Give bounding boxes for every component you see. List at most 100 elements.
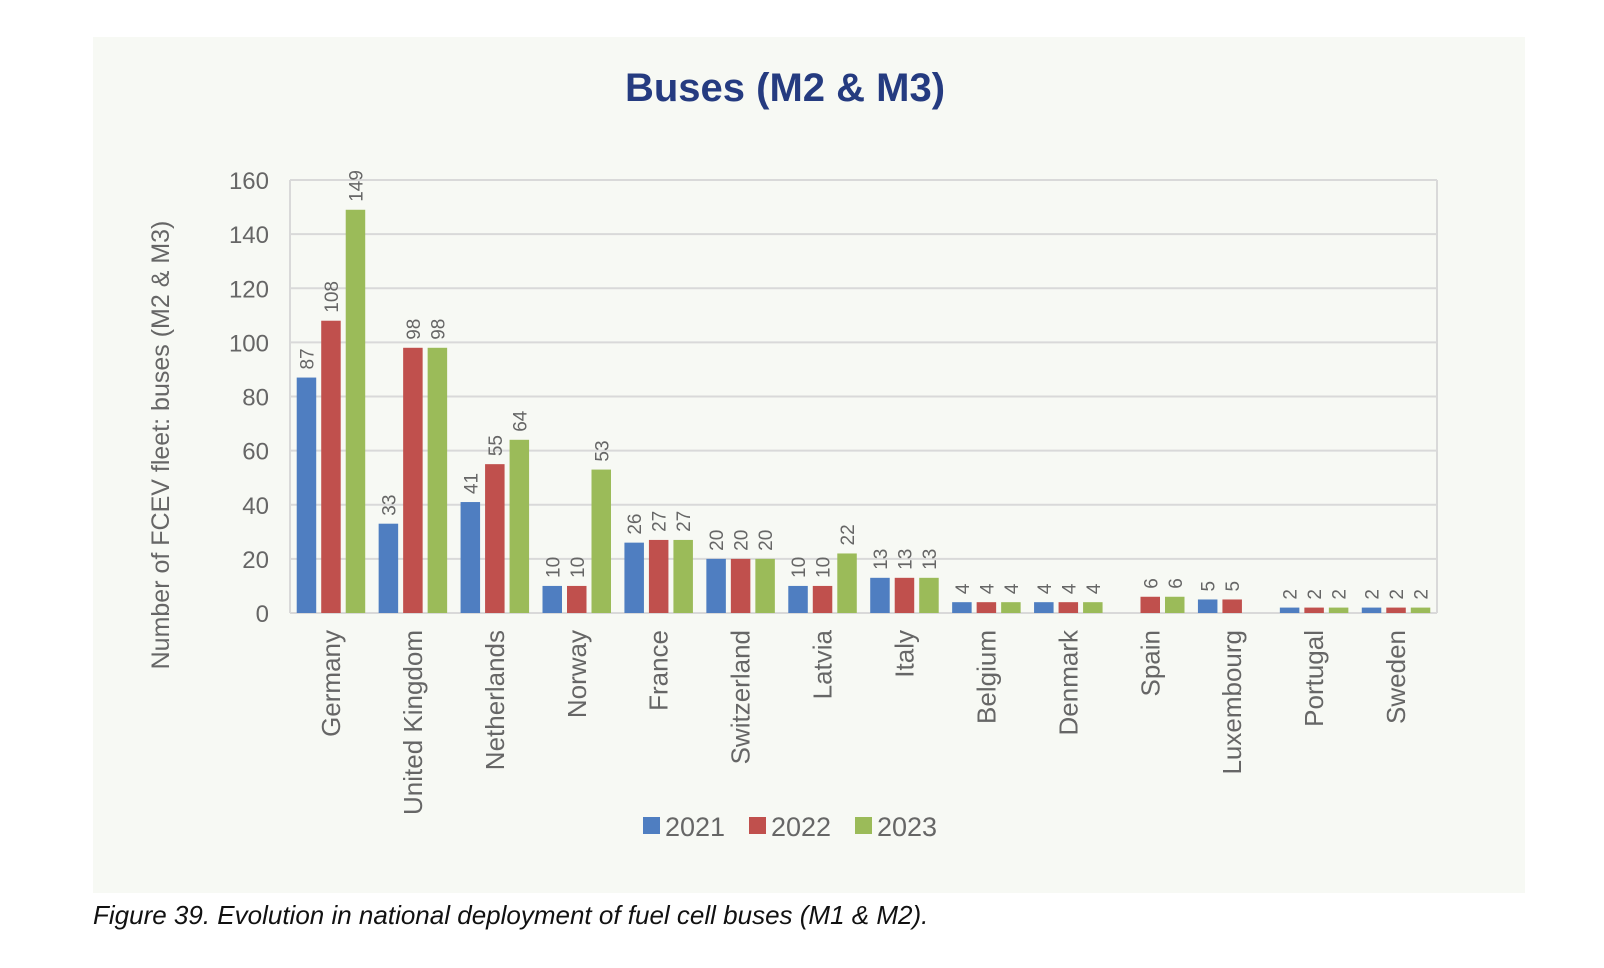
bar-2022-netherlands	[485, 464, 505, 613]
y-tick-label: 40	[242, 493, 269, 520]
legend-label: 2023	[877, 812, 937, 842]
data-label: 13	[871, 549, 892, 570]
bar-2023-germany	[345, 209, 366, 614]
bar-2022-belgium	[976, 602, 997, 613]
data-label: 108	[322, 281, 343, 313]
data-label: 98	[428, 319, 449, 340]
bar-2022-latvia	[812, 585, 833, 613]
y-tick-label: 120	[229, 276, 269, 303]
bar-2023-united-kingdom	[427, 347, 448, 613]
bar-2021-latvia	[788, 585, 808, 613]
data-label: 64	[510, 410, 531, 432]
x-tick-label: Germany	[316, 630, 346, 737]
bar-2023-latvia	[837, 553, 857, 613]
bars	[296, 209, 1431, 614]
data-label: 5	[1199, 581, 1220, 592]
bar-2022-spain	[1140, 596, 1160, 613]
data-label: 2	[1281, 589, 1302, 600]
bar-2021-denmark	[1034, 602, 1054, 613]
bar-chart: Buses (M2 & M3) Number of FCEV fleet: bu…	[147, 66, 1438, 842]
bar-2023-sweden	[1410, 607, 1431, 613]
bar-2021-germany	[296, 377, 317, 613]
data-label: 53	[592, 440, 613, 461]
x-tick-label: Sweden	[1381, 630, 1411, 724]
data-label: 6	[1141, 578, 1162, 589]
bar-2021-belgium	[952, 602, 972, 613]
bar-2023-france	[673, 539, 693, 613]
bar-2022-united-kingdom	[403, 347, 423, 613]
legend-swatch-2023	[855, 817, 872, 834]
bar-2023-belgium	[1001, 602, 1021, 613]
data-label: 27	[674, 511, 695, 532]
data-label: 2	[1387, 589, 1408, 600]
chart-title: Buses (M2 & M3)	[625, 66, 945, 110]
x-tick-label: Spain	[1135, 630, 1165, 697]
bar-2022-sweden	[1386, 607, 1406, 613]
x-tick-label: Switzerland	[726, 630, 756, 764]
bar-2023-spain	[1165, 596, 1185, 613]
data-label: 4	[953, 583, 974, 594]
data-label: 2	[1305, 589, 1326, 600]
grid-lines	[289, 179, 1438, 614]
bar-2021-netherlands	[460, 502, 481, 613]
x-tick-label: France	[644, 630, 674, 711]
bar-2022-france	[648, 539, 669, 613]
data-label: 98	[404, 319, 425, 340]
data-label: 20	[732, 530, 753, 551]
y-axis-label: Number of FCEV fleet: buses (M2 & M3)	[147, 221, 175, 670]
legend: 2021 2022 2023	[643, 812, 937, 842]
x-tick-label: Latvia	[808, 629, 838, 699]
legend-label: 2021	[665, 812, 725, 842]
data-label: 13	[920, 549, 941, 570]
bar-2022-denmark	[1058, 602, 1079, 613]
data-label: 20	[756, 530, 777, 551]
bar-2021-united-kingdom	[378, 523, 399, 613]
bar-2021-sweden	[1361, 607, 1382, 613]
y-tick-label: 80	[242, 385, 269, 412]
y-tick-label: 20	[242, 547, 269, 574]
x-tick-label: Belgium	[971, 630, 1001, 724]
data-label: 4	[977, 583, 998, 594]
bar-2022-luxembourg	[1222, 599, 1242, 613]
y-tick-label: 140	[229, 222, 269, 249]
bar-2023-norway	[591, 469, 611, 613]
x-tick-label: Denmark	[1053, 629, 1083, 735]
x-tick-label: Norway	[562, 630, 592, 718]
data-label: 33	[379, 495, 400, 516]
data-label: 10	[814, 557, 835, 578]
data-label: 41	[461, 473, 482, 494]
legend-swatch-2021	[643, 817, 660, 834]
y-tick-labels: 0 20 40 60 80 100 120 140 160	[229, 168, 269, 628]
y-tick-label: 100	[229, 330, 269, 357]
x-tick-label: Portugal	[1299, 630, 1329, 727]
bar-2021-luxembourg	[1197, 599, 1218, 613]
bar-2023-portugal	[1328, 607, 1349, 613]
bar-2021-france	[624, 542, 644, 613]
bar-2022-switzerland	[730, 558, 751, 613]
bar-2022-italy	[894, 577, 915, 613]
data-label: 55	[486, 435, 507, 456]
x-tick-label: Luxembourg	[1217, 630, 1247, 775]
bar-2022-portugal	[1304, 607, 1324, 613]
bar-2023-switzerland	[755, 558, 775, 613]
y-tick-label: 160	[229, 168, 269, 195]
data-label: 10	[789, 557, 810, 578]
bar-2021-portugal	[1279, 607, 1300, 613]
data-label: 27	[650, 511, 671, 532]
data-label: 5	[1223, 581, 1244, 592]
data-label: 4	[1059, 583, 1080, 594]
data-label: 149	[346, 170, 367, 202]
data-label: 87	[297, 348, 318, 369]
data-label: 13	[895, 549, 916, 570]
data-label: 2	[1412, 589, 1433, 600]
x-tick-label: Netherlands	[480, 630, 510, 770]
figure-caption: Figure 39. Evolution in national deploym…	[93, 900, 929, 930]
bar-2023-denmark	[1083, 602, 1103, 613]
bar-2021-norway	[542, 585, 562, 613]
chart-panel: Buses (M2 & M3) Number of FCEV fleet: bu…	[93, 37, 1525, 893]
bar-2022-norway	[567, 585, 587, 613]
data-label: 26	[625, 513, 646, 534]
bar-2022-germany	[321, 320, 341, 613]
bar-2021-switzerland	[706, 558, 726, 613]
